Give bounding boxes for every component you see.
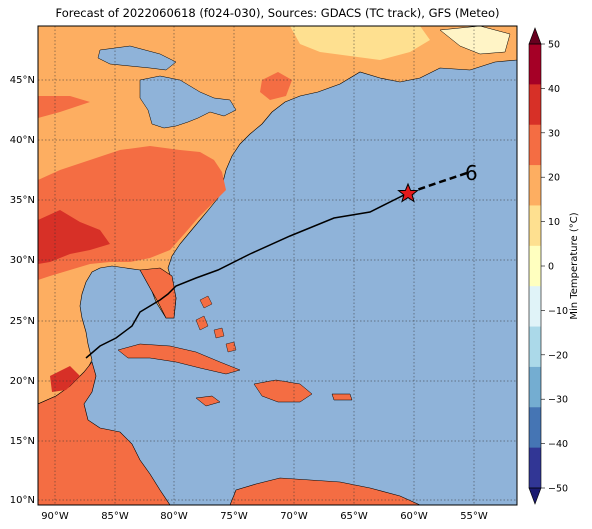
mexico-central-america: [38, 361, 171, 505]
colorbar-band: [529, 124, 541, 166]
lat-tick: 20°N: [10, 376, 35, 387]
lon-tick: 90°W: [41, 511, 69, 522]
tc-track-forecast: [407, 170, 471, 195]
colorbar: 50 40 30 20 10 0 −10 −20 −30 −40 −50 Min Temperatu…: [528, 27, 580, 505]
lon-tick: 75°W: [220, 511, 248, 522]
map-layers: 6: [38, 26, 517, 505]
colorbar-tick-label: 10: [548, 217, 560, 228]
colorbar-bottom-arrow: [528, 487, 542, 505]
colorbar-tick-label: 50: [548, 40, 560, 51]
colorbar-tick-label: −30: [548, 395, 568, 406]
colorbar-tick-label: −20: [548, 350, 568, 361]
lat-tick: 35°N: [10, 195, 35, 206]
south-america: [229, 477, 421, 505]
colorbar-tick-label: 30: [548, 128, 560, 139]
storm-symbol: 6: [465, 161, 478, 185]
lat-tick: 15°N: [10, 436, 35, 447]
cuba: [117, 343, 241, 375]
colorbar-tick-label: 20: [548, 173, 560, 184]
lon-tick: 60°W: [400, 511, 428, 522]
lat-ticks: 45°N 40°N 35°N 30°N 25°N 20°N 15°N 10°N: [10, 75, 35, 506]
colorbar-band: [529, 326, 541, 368]
lon-tick: 85°W: [101, 511, 129, 522]
colorbar-band: [529, 205, 541, 247]
colorbar-band: [529, 447, 541, 489]
lat-tick: 40°N: [10, 135, 35, 146]
lon-ticks: 90°W 85°W 80°W 75°W 70°W 65°W 60°W 55°W: [41, 511, 488, 522]
colorbar-band: [529, 245, 541, 287]
colorbar-band: [529, 366, 541, 408]
colorbar-band: [529, 407, 541, 449]
lat-tick: 30°N: [10, 255, 35, 266]
colorbar-band: [529, 286, 541, 328]
lat-tick: 45°N: [10, 75, 35, 86]
cool-region: [290, 26, 430, 60]
colorbar-tick-label: 0: [548, 262, 554, 273]
colorbar-band: [529, 165, 541, 206]
storm-position-star: [397, 182, 419, 203]
colorbar-tick-label: −50: [548, 484, 568, 495]
colorbar-tick-label: 40: [548, 84, 560, 95]
map-title: Forecast of 2022060618 (f024-030), Sourc…: [55, 6, 500, 20]
graticule: [38, 26, 517, 505]
colorbar-tick-label: −10: [548, 306, 568, 317]
colorbar-tick-label: −40: [548, 439, 568, 450]
colorbar-label: Min Temperature (°C): [569, 212, 580, 319]
colorbar-band: [529, 44, 541, 85]
lon-tick: 55°W: [460, 511, 488, 522]
lon-tick: 80°W: [160, 511, 188, 522]
tc-track-observed: [85, 192, 409, 359]
hispaniola: [253, 379, 313, 403]
lat-tick: 25°N: [10, 316, 35, 327]
great-lakes: [139, 75, 237, 129]
colorbar-band: [529, 84, 541, 126]
colorbar-top-arrow: [528, 27, 542, 45]
lat-tick: 10°N: [10, 495, 35, 506]
lon-tick: 70°W: [280, 511, 308, 522]
lon-tick: 65°W: [340, 511, 368, 522]
map-frame: [37, 25, 518, 506]
